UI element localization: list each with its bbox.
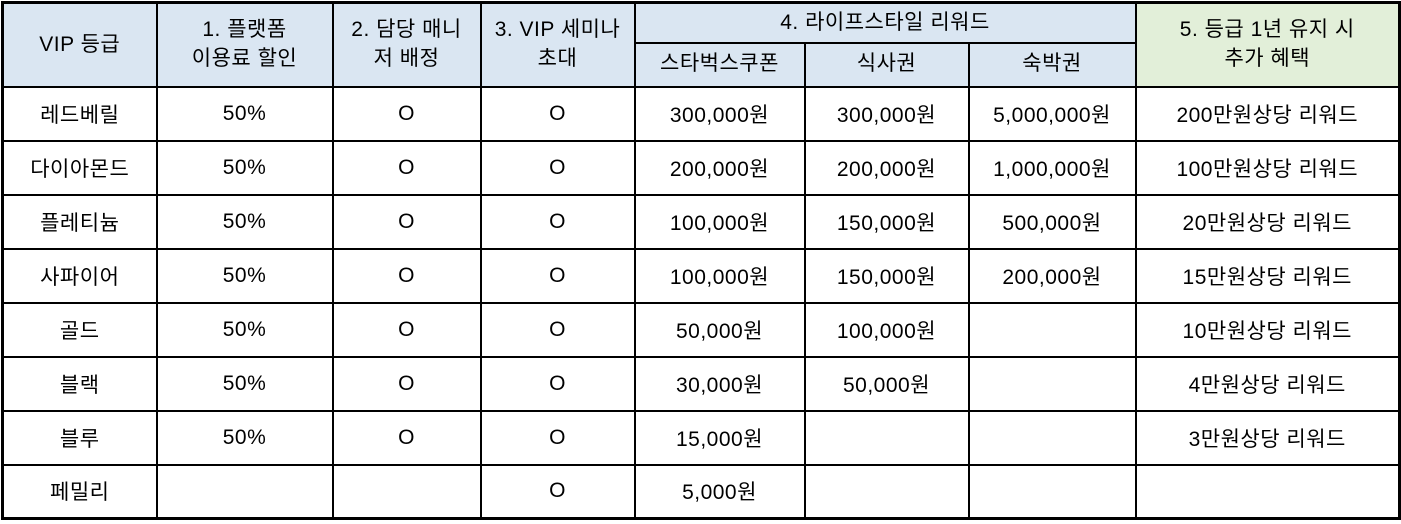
table-row-sapphire: 사파이어 50% O O 100,000원 150,000원 200,000원 … — [1, 247, 1401, 304]
lodging-cell: 5,000,000원 — [967, 85, 1137, 142]
seminar-cell: O — [479, 85, 636, 142]
bonus-cell: 3만원상당 리워드 — [1134, 409, 1401, 466]
header-starbucks-coupon: 스타벅스쿠폰 — [633, 41, 806, 88]
tier-name-cell: 페밀리 — [1, 463, 158, 520]
seminar-cell: O — [479, 301, 636, 358]
meal-cell — [803, 463, 970, 520]
starbucks-cell: 100,000원 — [633, 193, 806, 250]
seminar-cell: O — [479, 463, 636, 520]
lodging-cell — [967, 409, 1137, 466]
table-row-gold: 골드 50% O O 50,000원 100,000원 10만원상당 리워드 — [1, 301, 1401, 358]
meal-cell — [803, 409, 970, 466]
tier-name-cell: 다이아몬드 — [1, 139, 158, 196]
seminar-cell: O — [479, 409, 636, 466]
tier-name-cell: 골드 — [1, 301, 158, 358]
bonus-cell: 4만원상당 리워드 — [1134, 355, 1401, 412]
meal-cell: 300,000원 — [803, 85, 970, 142]
tier-name-cell: 레드베릴 — [1, 85, 158, 142]
meal-cell: 200,000원 — [803, 139, 970, 196]
lodging-cell — [967, 463, 1137, 520]
lodging-cell: 1,000,000원 — [967, 139, 1137, 196]
tier-name-cell: 사파이어 — [1, 247, 158, 304]
discount-cell: 50% — [155, 247, 334, 304]
bonus-cell: 15만원상당 리워드 — [1134, 247, 1401, 304]
starbucks-cell: 50,000원 — [633, 301, 806, 358]
manager-cell: O — [331, 355, 482, 412]
seminar-cell: O — [479, 247, 636, 304]
tier-name-cell: 블랙 — [1, 355, 158, 412]
header-meal-voucher: 식사권 — [803, 41, 970, 88]
discount-cell: 50% — [155, 301, 334, 358]
manager-cell — [331, 463, 482, 520]
manager-cell: O — [331, 247, 482, 304]
bonus-cell: 20만원상당 리워드 — [1134, 193, 1401, 250]
seminar-cell: O — [479, 193, 636, 250]
manager-cell: O — [331, 409, 482, 466]
starbucks-cell: 15,000원 — [633, 409, 806, 466]
manager-cell: O — [331, 139, 482, 196]
discount-cell: 50% — [155, 355, 334, 412]
starbucks-cell: 200,000원 — [633, 139, 806, 196]
discount-cell — [155, 463, 334, 520]
meal-cell: 150,000원 — [803, 247, 970, 304]
starbucks-cell: 100,000원 — [633, 247, 806, 304]
bonus-cell: 10만원상당 리워드 — [1134, 301, 1401, 358]
table-row-diamond: 다이아몬드 50% O O 200,000원 200,000원 1,000,00… — [1, 139, 1401, 196]
lodging-cell: 200,000원 — [967, 247, 1137, 304]
seminar-cell: O — [479, 355, 636, 412]
discount-cell: 50% — [155, 85, 334, 142]
bonus-cell: 200만원상당 리워드 — [1134, 85, 1401, 142]
meal-cell: 50,000원 — [803, 355, 970, 412]
header-lifestyle-rewards-group: 4. 라이프스타일 리워드 — [633, 1, 1137, 44]
lodging-cell — [967, 355, 1137, 412]
meal-cell: 100,000원 — [803, 301, 970, 358]
tier-name-cell: 블루 — [1, 409, 158, 466]
starbucks-cell: 30,000원 — [633, 355, 806, 412]
starbucks-cell: 300,000원 — [633, 85, 806, 142]
manager-cell: O — [331, 301, 482, 358]
header-vip-tier: VIP 등급 — [1, 1, 158, 88]
starbucks-cell: 5,000원 — [633, 463, 806, 520]
table-row-blue: 블루 50% O O 15,000원 3만원상당 리워드 — [1, 409, 1401, 466]
discount-cell: 50% — [155, 139, 334, 196]
header-retention-bonus: 5. 등급 1년 유지 시 추가 혜택 — [1134, 1, 1401, 88]
discount-cell: 50% — [155, 409, 334, 466]
manager-cell: O — [331, 193, 482, 250]
header-manager-assignment: 2. 담당 매니 저 배정 — [331, 1, 482, 88]
header-seminar-invite: 3. VIP 세미나 초대 — [479, 1, 636, 88]
header-lodging-voucher: 숙박권 — [967, 41, 1137, 88]
discount-cell: 50% — [155, 193, 334, 250]
lodging-cell — [967, 301, 1137, 358]
table-row-black: 블랙 50% O O 30,000원 50,000원 4만원상당 리워드 — [1, 355, 1401, 412]
header-platform-discount: 1. 플랫폼 이용료 할인 — [155, 1, 334, 88]
table-row-redberyl: 레드베릴 50% O O 300,000원 300,000원 5,000,000… — [1, 85, 1401, 142]
meal-cell: 150,000원 — [803, 193, 970, 250]
bonus-cell: 100만원상당 리워드 — [1134, 139, 1401, 196]
tier-name-cell: 플레티늄 — [1, 193, 158, 250]
seminar-cell: O — [479, 139, 636, 196]
manager-cell: O — [331, 85, 482, 142]
table-row-platinum: 플레티늄 50% O O 100,000원 150,000원 500,000원 … — [1, 193, 1401, 250]
bonus-cell — [1134, 463, 1401, 520]
lodging-cell: 500,000원 — [967, 193, 1137, 250]
table-row-family: 페밀리 O 5,000원 — [1, 463, 1401, 520]
